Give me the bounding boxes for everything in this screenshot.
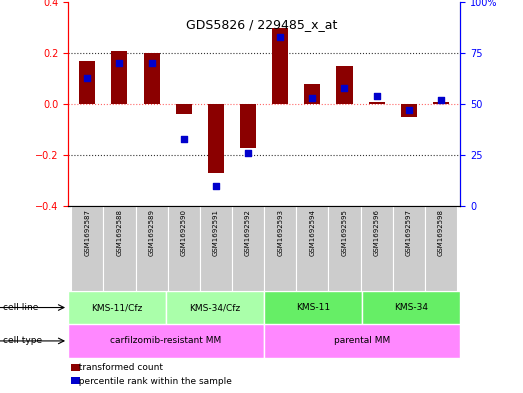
Text: cell line: cell line xyxy=(3,303,38,312)
Text: GSM1692598: GSM1692598 xyxy=(438,209,444,256)
Text: KMS-34: KMS-34 xyxy=(394,303,428,312)
Text: GSM1692587: GSM1692587 xyxy=(84,209,90,256)
Text: KMS-34/Cfz: KMS-34/Cfz xyxy=(189,303,241,312)
Bar xyxy=(232,206,264,291)
Bar xyxy=(166,291,264,324)
Bar xyxy=(264,324,460,358)
Bar xyxy=(240,104,256,147)
Text: KMS-11: KMS-11 xyxy=(296,303,330,312)
Point xyxy=(244,150,252,156)
Bar xyxy=(135,206,168,291)
Text: GSM1692592: GSM1692592 xyxy=(245,209,251,256)
Bar xyxy=(264,291,362,324)
Bar xyxy=(304,84,321,104)
Bar xyxy=(401,104,417,117)
Point xyxy=(115,60,123,66)
Text: cell type: cell type xyxy=(3,336,42,345)
Text: GSM1692595: GSM1692595 xyxy=(342,209,347,256)
Text: parental MM: parental MM xyxy=(334,336,390,345)
Point xyxy=(179,136,188,142)
Text: GSM1692597: GSM1692597 xyxy=(406,209,412,256)
Bar xyxy=(393,206,425,291)
Text: KMS-11/Cfz: KMS-11/Cfz xyxy=(92,303,143,312)
Text: GSM1692590: GSM1692590 xyxy=(181,209,187,256)
Bar xyxy=(176,104,192,114)
Text: GSM1692596: GSM1692596 xyxy=(373,209,380,256)
Point xyxy=(147,60,156,66)
Point xyxy=(308,95,316,101)
Bar xyxy=(264,206,296,291)
Text: GSM1692589: GSM1692589 xyxy=(149,209,155,256)
Bar xyxy=(208,104,224,173)
Bar xyxy=(336,66,353,104)
Text: carfilzomib-resistant MM: carfilzomib-resistant MM xyxy=(110,336,222,345)
Bar xyxy=(104,206,135,291)
Bar xyxy=(272,28,288,104)
Text: GSM1692588: GSM1692588 xyxy=(117,209,122,256)
Text: percentile rank within the sample: percentile rank within the sample xyxy=(73,377,232,386)
Bar xyxy=(79,61,95,104)
Bar xyxy=(296,206,328,291)
Point xyxy=(83,74,92,81)
Bar xyxy=(71,206,104,291)
Bar xyxy=(143,53,160,104)
Text: transformed count: transformed count xyxy=(73,363,163,372)
Bar xyxy=(328,206,360,291)
Bar xyxy=(425,206,457,291)
Point xyxy=(372,93,381,99)
Text: GSM1692591: GSM1692591 xyxy=(213,209,219,256)
Bar xyxy=(362,291,460,324)
Bar xyxy=(68,291,166,324)
Bar xyxy=(168,206,200,291)
Point xyxy=(212,183,220,189)
Bar xyxy=(200,206,232,291)
Text: GSM1692594: GSM1692594 xyxy=(309,209,315,256)
Text: GDS5826 / 229485_x_at: GDS5826 / 229485_x_at xyxy=(186,18,337,31)
Bar xyxy=(360,206,393,291)
Text: GSM1692593: GSM1692593 xyxy=(277,209,283,256)
Bar xyxy=(369,101,385,104)
Bar xyxy=(111,50,128,104)
Point xyxy=(340,84,349,91)
Point xyxy=(276,33,285,40)
Point xyxy=(437,97,445,103)
Bar xyxy=(433,101,449,104)
Point xyxy=(405,107,413,114)
Bar xyxy=(68,324,264,358)
